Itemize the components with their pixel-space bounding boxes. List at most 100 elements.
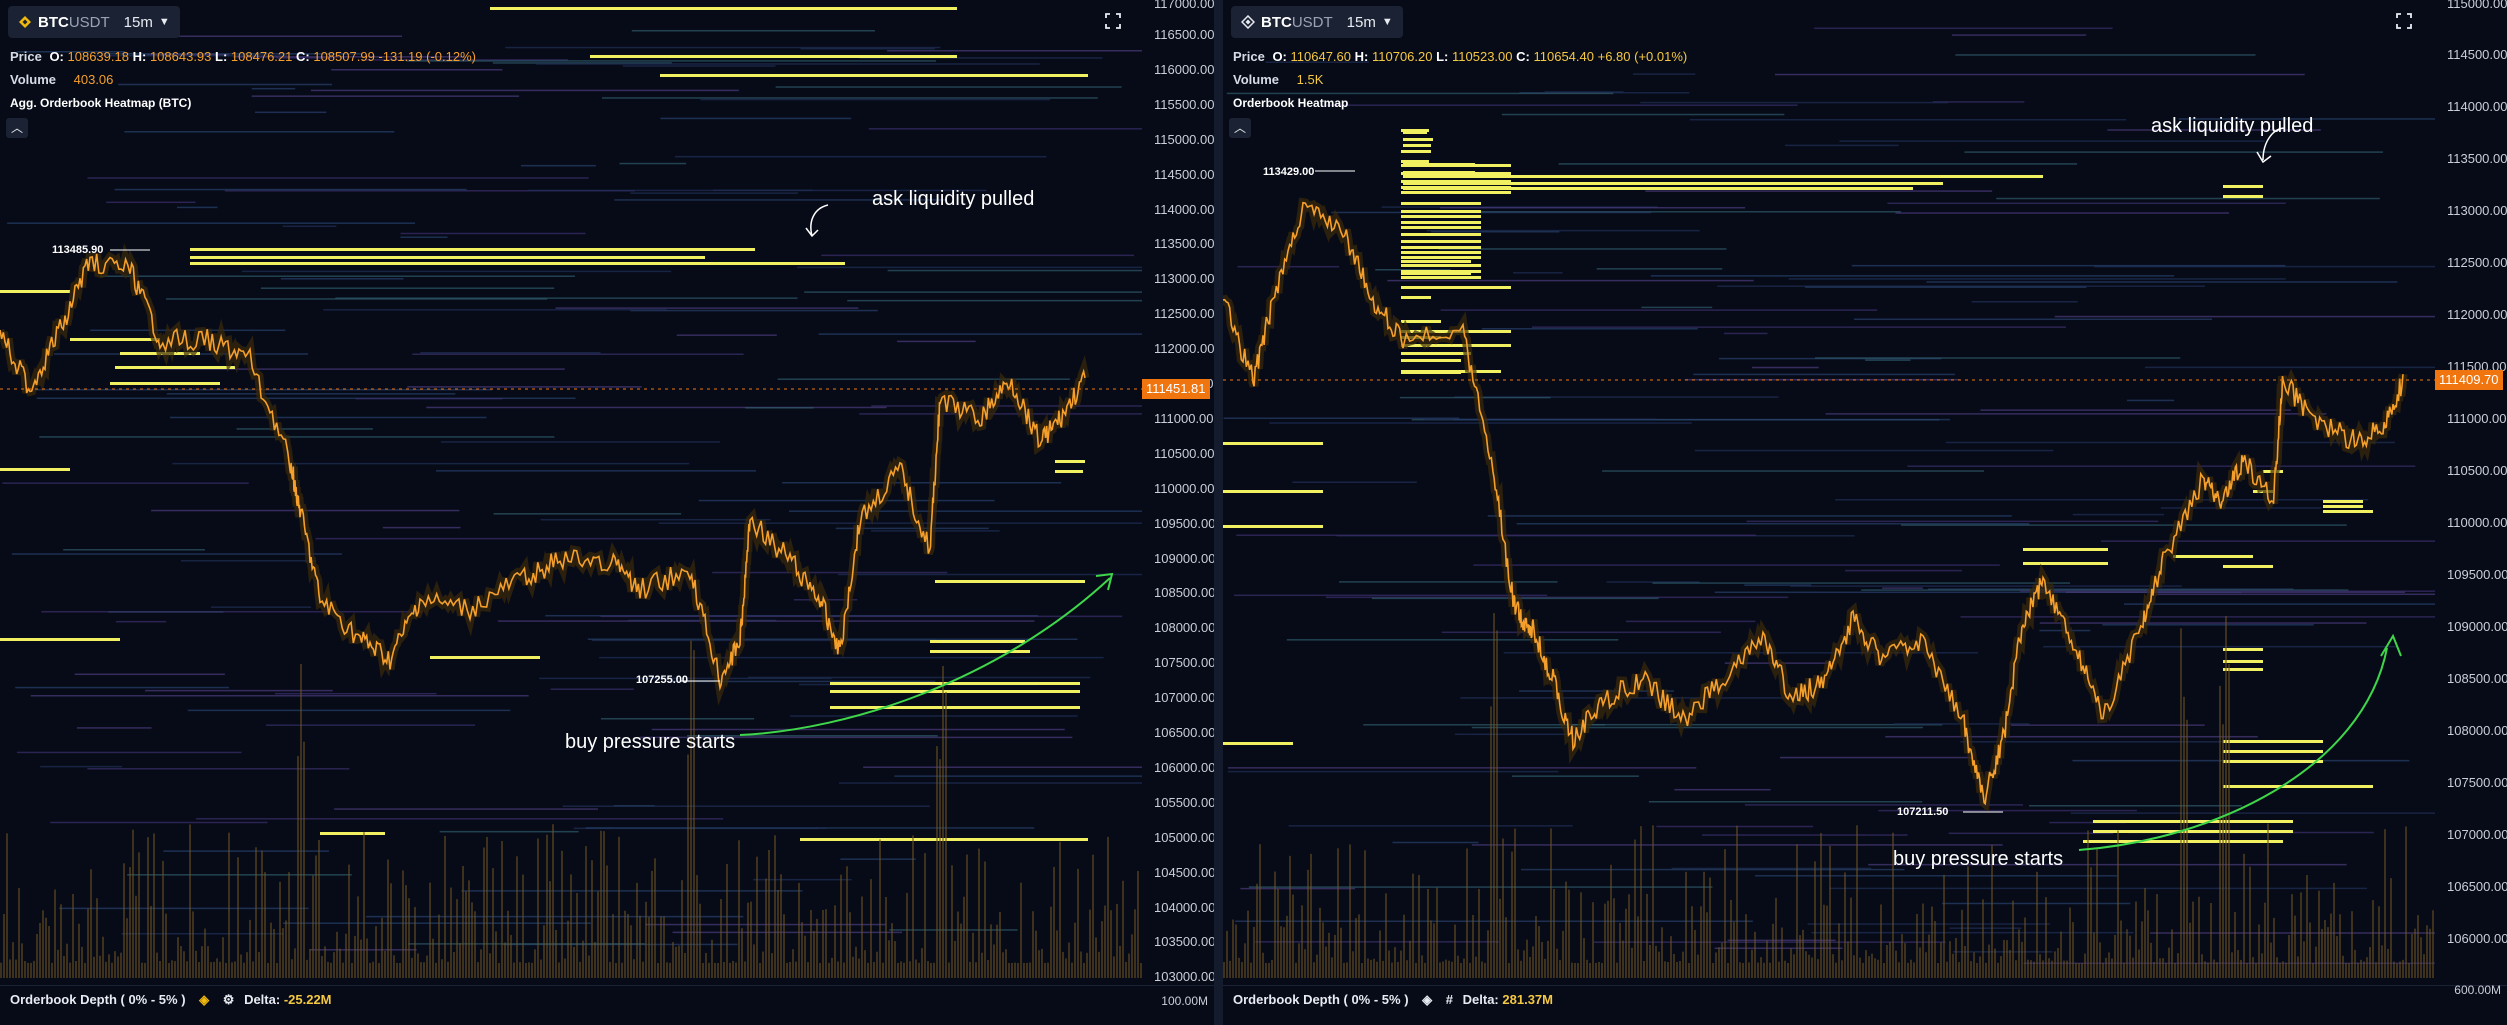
heatmap-plot-right[interactable]	[1223, 0, 2435, 983]
annotation-arrow-bottom	[739, 572, 1114, 736]
volume-bar	[1889, 941, 1891, 978]
symbol-selector-left[interactable]: BTCUSDT 15m ▼	[8, 6, 180, 38]
liquidity-streak	[146, 54, 229, 56]
volume-bar	[1517, 949, 1519, 978]
liquidity-streak	[2029, 805, 2242, 807]
liquidity-streak	[1671, 867, 1872, 870]
volume-bar	[2240, 959, 2242, 978]
liquidity-streak	[1895, 212, 2230, 214]
volume-bar	[1134, 909, 1136, 978]
volume-bar	[840, 874, 842, 978]
volume-bar	[1050, 906, 1052, 978]
hash-icon[interactable]: #	[1445, 992, 1454, 1007]
volume-bar	[885, 896, 887, 978]
chevron-down-icon: ▼	[1381, 16, 1393, 28]
volume-bar	[2150, 942, 2152, 978]
volume-bar	[594, 941, 596, 978]
liquidity-wall	[190, 262, 845, 265]
volume-bar	[2429, 928, 2431, 978]
liquidity-streak	[775, 86, 1122, 88]
liquidity-wall	[2223, 185, 2263, 188]
volume-bar	[2375, 962, 2377, 978]
liquidity-streak	[1511, 775, 1639, 777]
chart-panel-right[interactable]: BTCUSDT 15m ▼ Price O: 110647.60 H: 1107…	[1223, 0, 2507, 1025]
price-axis-left[interactable]: 117000.00 116500.00 116000.00 115500.00 115…	[1142, 0, 1214, 984]
volume-bar	[705, 952, 707, 978]
volume-bar	[711, 939, 713, 978]
panel-divider[interactable]	[1214, 0, 1223, 1025]
price-axis-right[interactable]: 115000.00 114500.00 114000.00 113500.00 113…	[2435, 0, 2507, 998]
liquidity-wall	[1401, 352, 1471, 355]
volume-bar	[702, 962, 704, 978]
liquidity-streak	[172, 462, 690, 465]
volume-bar	[1292, 894, 1294, 978]
volume-bar	[783, 914, 785, 978]
volume-bar	[192, 911, 194, 978]
volume-bar	[666, 962, 668, 978]
volume-bar	[741, 928, 743, 978]
volume-bar	[1862, 962, 1864, 978]
volume-bar	[2021, 941, 2023, 978]
price-line	[1223, 201, 2404, 806]
liquidity-streak	[528, 189, 987, 192]
volume-bar	[384, 950, 386, 978]
collapse-legend-button[interactable]: ︿	[6, 118, 28, 138]
volume-bar	[1991, 845, 1993, 978]
liquidity-streak	[276, 57, 333, 59]
volume-bar	[465, 891, 467, 978]
axis-tick: 109500.00	[2447, 567, 2507, 582]
liquidity-streak	[1887, 202, 2286, 205]
volume-bar	[1277, 888, 1279, 978]
volume-bar	[789, 961, 791, 978]
heatmap-plot-left[interactable]	[0, 0, 1142, 983]
annotation-arrow-top	[2256, 127, 2286, 164]
volume-bar	[2393, 961, 2395, 978]
volume-bar	[2420, 937, 2422, 978]
liquidity-streak	[87, 177, 589, 179]
volume-bar	[1427, 888, 1429, 978]
liquidity-wall	[1223, 742, 1293, 745]
volume-bar	[435, 962, 437, 978]
fullscreen-icon[interactable]	[1104, 12, 1122, 30]
volume-bar	[1002, 952, 1004, 978]
liquidity-streak	[2039, 622, 2367, 624]
volume-bar	[2288, 934, 2290, 978]
volume-bar	[414, 907, 416, 978]
liquidity-streak	[782, 481, 1062, 484]
liquidity-streak	[2, 482, 249, 484]
volume-bar	[2387, 948, 2389, 978]
volume-bar	[231, 962, 233, 978]
volume-bar	[1658, 951, 1660, 978]
symbol-selector-right[interactable]: BTCUSDT 15m ▼	[1231, 6, 1403, 38]
liquidity-wall	[2023, 548, 2108, 551]
axis-tick: 112500.00	[1154, 306, 1214, 322]
liquidity-streak	[619, 162, 687, 165]
volume-bar	[2333, 882, 2335, 978]
volume-bar	[1400, 950, 1402, 978]
liquidity-streak	[1288, 825, 1573, 827]
volume-bar	[1526, 939, 1528, 978]
liquidity-wall	[115, 366, 235, 369]
liquidity-streak	[2043, 645, 2398, 648]
volume-bar	[1913, 962, 1915, 978]
volume-bar	[1760, 957, 1762, 978]
volume-bar	[2078, 962, 2080, 978]
volume-bar	[216, 958, 218, 978]
chart-panel-left[interactable]: BTCUSDT 15m ▼ Price O: 108639.18 H: 1086…	[0, 0, 1214, 1025]
volume-bar	[1943, 874, 1945, 978]
liquidity-streak	[1516, 522, 2030, 525]
volume-bar	[1005, 949, 1007, 978]
liquidity-streak	[1593, 941, 1946, 943]
volume-bar	[1535, 916, 1537, 978]
collapse-legend-button[interactable]: ︿	[1229, 118, 1251, 138]
volume-bar	[2270, 942, 2272, 978]
volume-bar	[87, 908, 89, 978]
volume-bar	[2291, 894, 2293, 978]
volume-bar	[891, 923, 893, 978]
fullscreen-icon[interactable]	[2395, 12, 2413, 30]
volume-bar	[1355, 918, 1357, 978]
delta-label: Delta:	[1462, 992, 1499, 1007]
settings-icon[interactable]: ⚙	[222, 992, 235, 1007]
volume-bar	[1104, 905, 1106, 978]
volume-bar	[183, 951, 185, 978]
